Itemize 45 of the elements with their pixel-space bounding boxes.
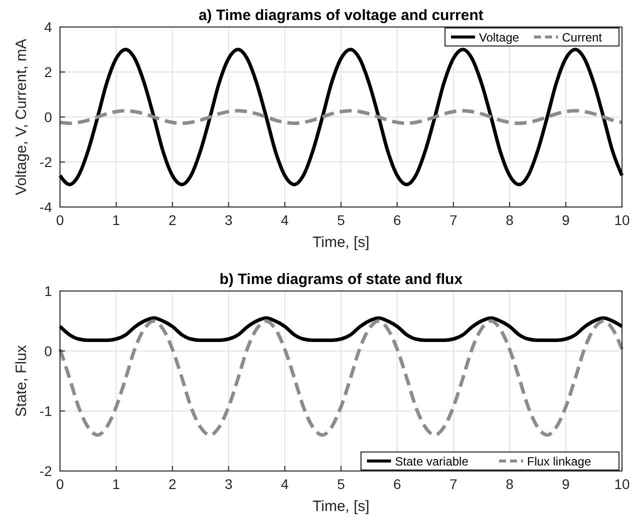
y-tick-label: -1 (40, 403, 52, 419)
x-tick-label: 7 (450, 476, 458, 492)
x-tick-label: 10 (614, 476, 630, 492)
x-tick-label: 10 (614, 212, 630, 228)
legend-label: Voltage (479, 30, 520, 44)
x-axis-title: Time, [s] (312, 498, 370, 515)
x-tick-label: 9 (562, 212, 570, 228)
y-tick-label: 0 (44, 343, 52, 359)
y-tick-label: -4 (40, 199, 52, 215)
y-tick-label: 2 (44, 64, 52, 80)
line-series (58, 316, 624, 342)
y-tick-label: -2 (40, 154, 52, 170)
line-series (58, 48, 624, 186)
x-tick-label: 6 (393, 212, 402, 228)
x-tick-label: 0 (56, 212, 64, 228)
y-tick-label: 4 (44, 19, 52, 35)
x-tick-label: 3 (224, 476, 233, 492)
x-tick-label: 7 (450, 212, 458, 228)
x-tick-label: 1 (112, 476, 120, 492)
chart-title: a) Time diagrams of voltage and current (198, 7, 484, 24)
y-axis-title: Voltage, V, Current, mA (13, 38, 30, 196)
y-axis-title: State, Flux (13, 344, 30, 417)
y-tick-label: 1 (44, 283, 52, 299)
x-tick-label: 3 (224, 212, 233, 228)
x-tick-label: 8 (506, 212, 514, 228)
y-tick-label: -2 (40, 463, 52, 479)
x-axis-title: Time, [s] (312, 234, 370, 251)
x-tick-label: 1 (112, 212, 120, 228)
legend-label: State variable (395, 454, 469, 468)
x-tick-label: 4 (280, 476, 289, 492)
legend-label: Flux linkage (527, 454, 592, 468)
x-tick-label: 2 (168, 476, 176, 492)
y-tick-label: 0 (44, 109, 52, 125)
x-tick-label: 8 (506, 476, 514, 492)
line-series (58, 319, 624, 437)
x-tick-label: 9 (562, 476, 570, 492)
chart-title: b) Time diagrams of state and flux (219, 271, 464, 288)
x-tick-label: 4 (280, 212, 289, 228)
x-tick-label: 0 (56, 476, 64, 492)
line-series (58, 108, 624, 126)
x-tick-label: 5 (337, 212, 346, 228)
x-tick-label: 2 (168, 212, 176, 228)
x-tick-label: 5 (337, 476, 346, 492)
x-tick-label: 6 (393, 476, 402, 492)
legend-label: Current (562, 30, 603, 44)
